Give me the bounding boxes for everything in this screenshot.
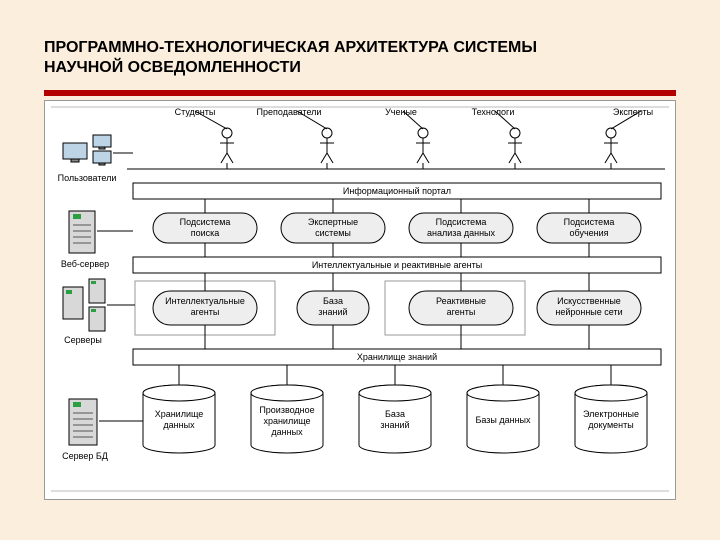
- architecture-diagram: Пользователи Веб-сервер Серверы: [44, 100, 676, 500]
- slide: ПРОГРАММНО-ТЕХНОЛОГИЧЕСКАЯ АРХИТЕКТУРА С…: [0, 0, 720, 540]
- svg-text:нейронные сети: нейронные сети: [555, 307, 622, 317]
- svg-text:База: База: [323, 296, 343, 306]
- users-icon: [63, 135, 111, 165]
- cyl-1: [143, 385, 215, 453]
- actor-label-5: Эксперты: [613, 107, 653, 117]
- actor-2: [297, 111, 334, 169]
- actor-4: [495, 111, 522, 169]
- diagram-svg: Пользователи Веб-сервер Серверы: [45, 101, 675, 499]
- actor-label-3: Ученые: [385, 107, 417, 117]
- svg-text:Хранилище: Хранилище: [155, 409, 204, 419]
- svg-text:агенты: агенты: [191, 307, 220, 317]
- web-label: Веб-сервер: [61, 259, 109, 269]
- servers-icon: [63, 279, 105, 331]
- svg-text:База: База: [385, 409, 405, 419]
- r1c4a: Подсистема: [564, 217, 615, 227]
- r1c3b: анализа данных: [427, 228, 496, 238]
- agents-label: Интеллектуальные и реактивные агенты: [312, 260, 482, 270]
- web-server-icon: [69, 211, 95, 253]
- actor-5: [604, 111, 641, 169]
- svg-text:документы: документы: [588, 420, 633, 430]
- actor-label-2: Преподаватели: [257, 107, 322, 117]
- r1c2a: Экспертные: [308, 217, 358, 227]
- r1c4b: обучения: [569, 228, 608, 238]
- r1c2b: системы: [315, 228, 351, 238]
- r1c1a: Подсистема: [180, 217, 231, 227]
- users-label: Пользователи: [58, 173, 117, 183]
- svg-text:Реактивные: Реактивные: [436, 296, 486, 306]
- red-divider: [44, 90, 676, 96]
- r1c3a: Подсистема: [436, 217, 487, 227]
- db-label: Сервер БД: [62, 451, 108, 461]
- actors: [195, 111, 641, 169]
- cyl-3: [359, 385, 431, 453]
- title-line-2: НАУЧНОЙ ОСВЕДОМЛЕННОСТИ: [44, 59, 301, 76]
- portal-label: Информационный портал: [343, 186, 451, 196]
- svg-text:данных: данных: [271, 427, 303, 437]
- db-server-icon: [69, 399, 97, 445]
- slide-title: ПРОГРАММНО-ТЕХНОЛОГИЧЕСКАЯ АРХИТЕКТУРА С…: [44, 38, 684, 78]
- actor-1: [195, 111, 234, 169]
- servers-label: Серверы: [64, 335, 102, 345]
- actor-label-4: Технологи: [472, 107, 515, 117]
- cylinders: [143, 385, 647, 453]
- cyl-5: [575, 385, 647, 453]
- title-line-1: ПРОГРАММНО-ТЕХНОЛОГИЧЕСКАЯ АРХИТЕКТУРА С…: [44, 39, 537, 56]
- svg-text:Искусственные: Искусственные: [557, 296, 621, 306]
- storage-label: Хранилище знаний: [357, 352, 437, 362]
- svg-text:данных: данных: [163, 420, 195, 430]
- svg-text:Базы данных: Базы данных: [475, 415, 531, 425]
- svg-text:хранилище: хранилище: [263, 416, 310, 426]
- svg-text:агенты: агенты: [447, 307, 476, 317]
- actor-3: [403, 111, 430, 169]
- svg-text:Электронные: Электронные: [583, 409, 639, 419]
- svg-text:знаний: знаний: [318, 307, 347, 317]
- r1c1b: поиска: [191, 228, 220, 238]
- svg-text:знаний: знаний: [380, 420, 409, 430]
- svg-text:Интеллектуальные: Интеллектуальные: [165, 296, 245, 306]
- svg-text:Производное: Производное: [259, 405, 314, 415]
- actor-label-1: Студенты: [175, 107, 216, 117]
